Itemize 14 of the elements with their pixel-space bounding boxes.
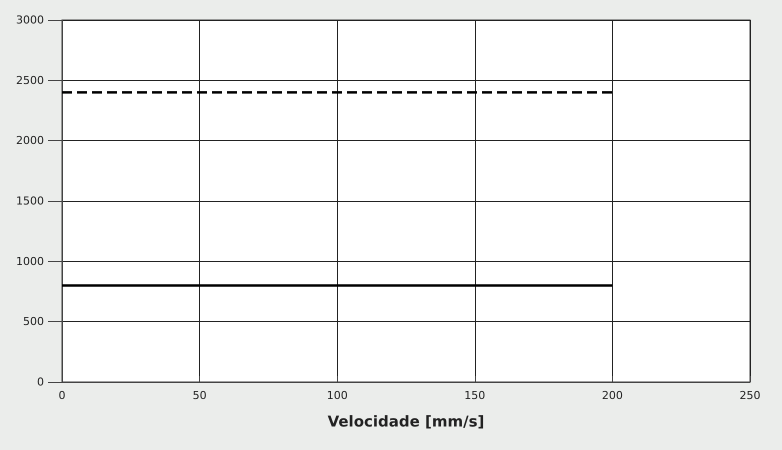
y-tick-label: 0 xyxy=(37,376,44,388)
x-tick-label: 100 xyxy=(326,389,348,402)
y-tick-label: 3000 xyxy=(16,14,44,26)
y-tick-label: 1500 xyxy=(16,194,44,208)
y-tick-label: 2500 xyxy=(16,74,44,87)
x-tick-label: 250 xyxy=(740,389,760,402)
y-tick-label: 500 xyxy=(23,315,44,328)
x-tick-label: 200 xyxy=(602,389,623,402)
x-tick-label: 50 xyxy=(192,389,207,402)
x-axis-title: Velocidade [mm/s] xyxy=(328,412,484,430)
x-tick-label: 0 xyxy=(58,389,66,402)
x-tick-label: 150 xyxy=(464,389,486,402)
y-tick-label: 1000 xyxy=(16,254,44,268)
y-tick-label: 2000 xyxy=(16,134,44,148)
